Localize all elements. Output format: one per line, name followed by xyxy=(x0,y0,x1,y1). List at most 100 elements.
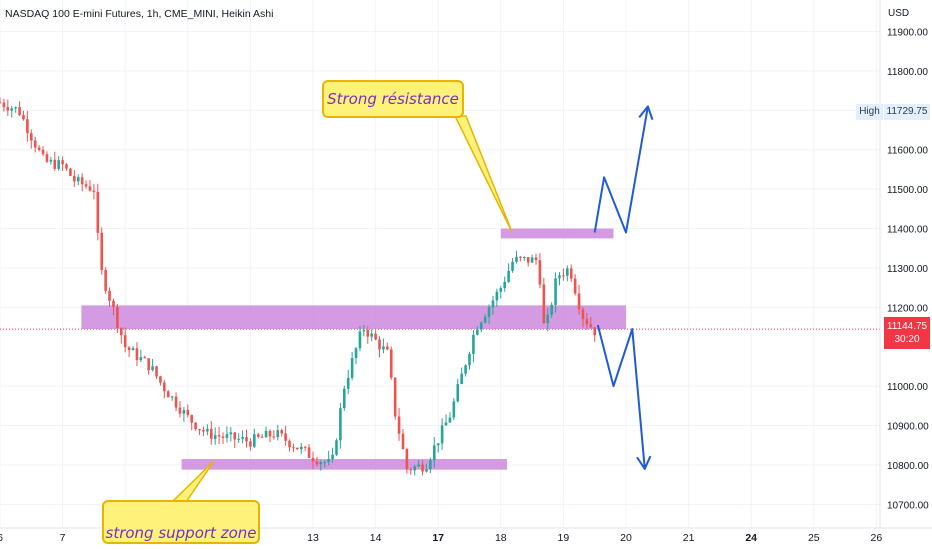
candle-down xyxy=(69,168,72,176)
candle-down xyxy=(307,447,311,458)
candle-up xyxy=(49,159,53,162)
candle-up xyxy=(346,377,350,389)
price-axis[interactable]: 11900.0011800.0011700.0011600.0011500.00… xyxy=(879,0,932,550)
time-tick-label: 6 xyxy=(0,532,3,544)
candle-down xyxy=(562,275,565,277)
candle-down xyxy=(116,307,119,328)
support-note[interactable]: strong support zone xyxy=(102,500,260,544)
candle-up xyxy=(14,107,17,109)
candle-up xyxy=(444,422,448,426)
candle-up xyxy=(131,348,135,351)
last-price-tag: 11144.75 30:20 xyxy=(884,317,930,349)
projection-arrows xyxy=(593,105,654,470)
candle-down xyxy=(100,232,104,270)
candle-down xyxy=(104,269,107,291)
candle-down xyxy=(202,429,205,432)
resistance-pointer xyxy=(453,115,513,233)
candle-up xyxy=(546,314,550,324)
candle-up xyxy=(495,291,499,301)
time-tick-label: 18 xyxy=(495,532,507,544)
candle-up xyxy=(319,462,323,465)
candle-down xyxy=(53,159,57,169)
candle-down xyxy=(84,184,88,187)
candle-down xyxy=(526,257,530,263)
time-tick-label: 7 xyxy=(60,532,66,544)
candle-down xyxy=(389,349,393,378)
candle-up xyxy=(362,329,366,332)
time-tick-label: 24 xyxy=(745,532,757,544)
candle-up xyxy=(57,160,60,169)
time-tick-label: 17 xyxy=(432,532,444,544)
candle-down xyxy=(96,191,100,233)
candle-down xyxy=(397,416,401,434)
candles xyxy=(0,97,596,476)
candle-down xyxy=(18,107,21,116)
projection-down-arrowhead xyxy=(636,455,652,470)
candle-up xyxy=(206,428,209,432)
candle-down xyxy=(123,335,127,348)
candle-down xyxy=(2,102,6,108)
candle-down xyxy=(542,284,546,324)
candle-up xyxy=(491,300,495,308)
candle-down xyxy=(73,175,76,182)
candle-down xyxy=(272,436,276,438)
candle-down xyxy=(92,190,96,192)
candle-down xyxy=(166,391,170,398)
candle-up xyxy=(507,270,510,282)
candle-down xyxy=(233,432,237,440)
high-label: High xyxy=(856,104,883,120)
candle-down xyxy=(260,436,264,438)
candle-down xyxy=(534,257,538,261)
high-value: 11729.75 xyxy=(884,104,930,120)
candle-up xyxy=(358,331,362,349)
price-tick-label: 11500.00 xyxy=(887,185,928,196)
time-tick-label: 14 xyxy=(370,532,382,544)
candle-down xyxy=(593,327,596,336)
projection-up-line xyxy=(593,106,649,234)
resistance-note[interactable]: Strong résistance xyxy=(322,80,464,118)
candle-up xyxy=(483,316,487,323)
candle-down xyxy=(80,177,84,185)
candle-up xyxy=(225,434,229,438)
candle-up xyxy=(237,438,240,440)
candle-down xyxy=(249,441,252,447)
time-tick-label: 19 xyxy=(558,532,570,544)
candle-down xyxy=(303,446,307,448)
candle-up xyxy=(460,373,463,385)
candle-up xyxy=(241,437,244,439)
candle-down xyxy=(569,268,573,279)
candle-up xyxy=(472,334,475,354)
candle-down xyxy=(409,469,413,471)
candle-up xyxy=(550,304,553,315)
price-tick-label: 10800.00 xyxy=(887,461,929,472)
candle-down xyxy=(245,437,248,442)
candle-up xyxy=(530,257,534,263)
candle-down xyxy=(221,436,225,438)
candle-up xyxy=(479,322,483,330)
candle-down xyxy=(174,396,178,408)
candle-up xyxy=(139,357,143,361)
candle-down xyxy=(405,449,409,470)
symbol-title[interactable]: NASDAQ 100 E-mini Futures, 1h, CME_MINI,… xyxy=(5,8,274,20)
candle-up xyxy=(558,275,561,279)
candle-up xyxy=(354,348,358,359)
candle-down xyxy=(33,140,37,148)
candle-up xyxy=(335,440,338,455)
candle-down xyxy=(378,339,381,350)
candle-up xyxy=(276,430,280,438)
candle-down xyxy=(256,434,260,437)
candle-up xyxy=(432,445,436,461)
candle-up xyxy=(452,401,456,418)
price-tick-label: 11900.00 xyxy=(887,28,928,39)
candle-up xyxy=(170,396,174,398)
time-tick-label: 25 xyxy=(808,532,820,544)
candle-down xyxy=(280,430,283,434)
candle-down xyxy=(155,366,158,377)
candle-up xyxy=(253,434,256,447)
candle-down xyxy=(366,329,370,337)
candle-down xyxy=(6,107,10,111)
projection-down-line xyxy=(596,324,646,469)
candle-down xyxy=(194,422,197,430)
price-axis-bg xyxy=(880,0,932,550)
